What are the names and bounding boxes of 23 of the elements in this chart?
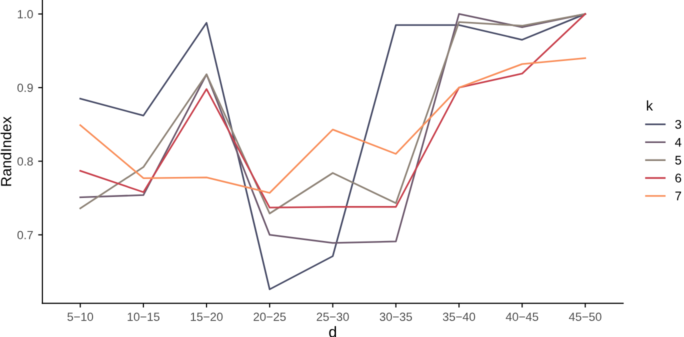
x-tick-label: 5−10 [67, 312, 94, 321]
x-tick-label: 30−35 [380, 312, 412, 321]
legend-label: 3 [675, 120, 682, 129]
line-series [79, 13, 586, 290]
y-tick-label: 0.7 [17, 230, 33, 240]
y-tick-label: 0.9 [17, 84, 33, 92]
x-tick-label: 25−30 [316, 312, 349, 321]
y-tick-label: 1.0 [18, 10, 33, 18]
legend-title: k [646, 100, 653, 110]
line-series [79, 57, 586, 194]
x-tick-label: 15−20 [190, 312, 223, 321]
x-tick-label: 35−40 [442, 312, 476, 321]
legend-label: 5 [675, 156, 682, 165]
x-tick-label: 45−50 [568, 312, 602, 321]
legend-label: 4 [675, 138, 682, 147]
legend-label: 6 [675, 174, 682, 183]
y-axis-title: RandIndex [0, 116, 12, 186]
x-tick-label: 20−25 [254, 312, 286, 321]
x-tick-label: 40−45 [506, 312, 538, 321]
y-tick-label: 0.8 [17, 157, 33, 166]
x-axis-title: d [329, 326, 336, 337]
legend-label: 7 [675, 192, 682, 200]
x-tick-label: 10−15 [128, 312, 160, 321]
